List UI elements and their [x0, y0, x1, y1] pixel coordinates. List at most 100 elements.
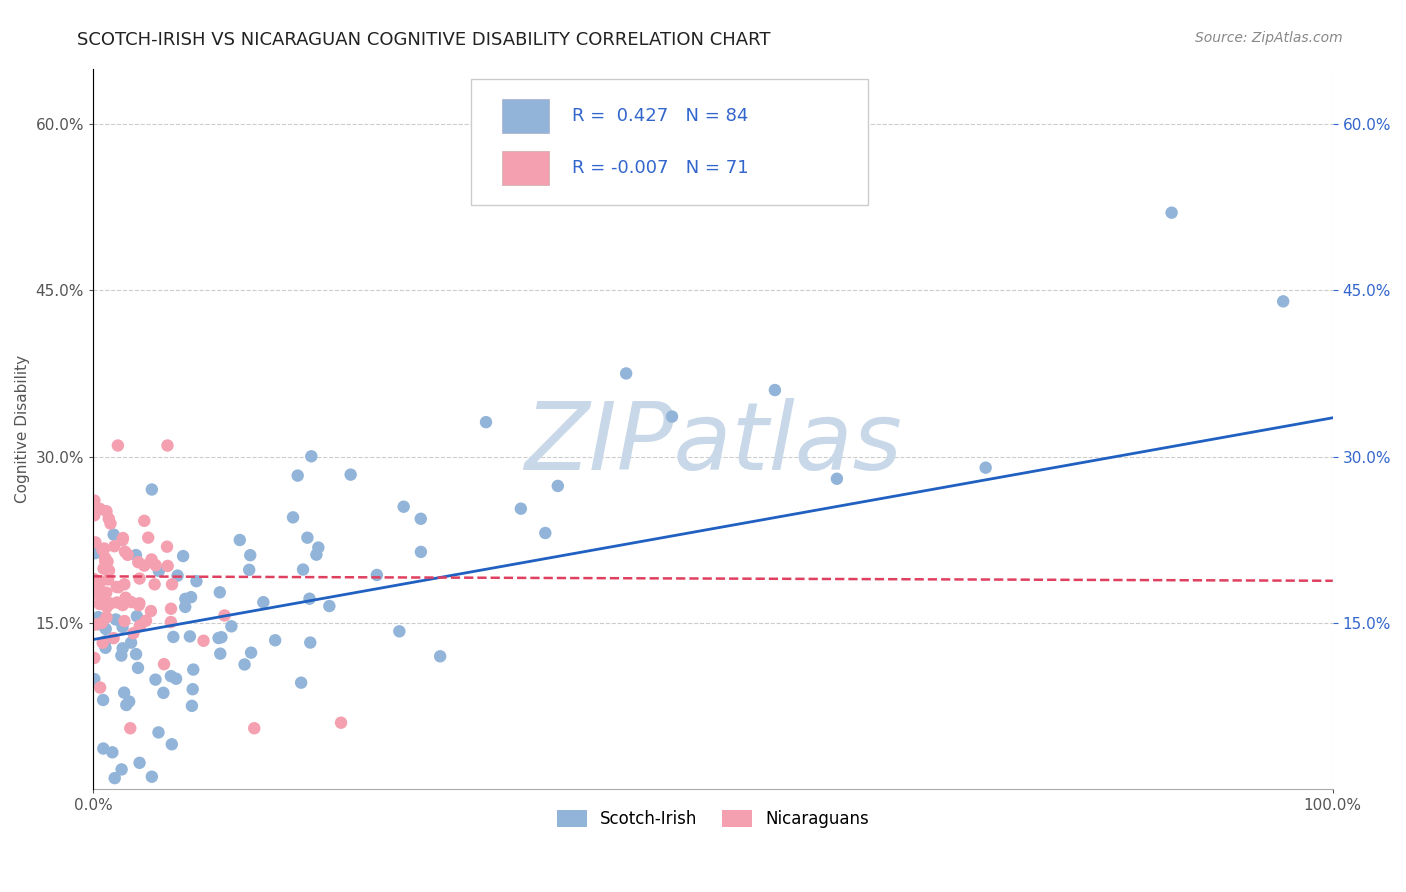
- Point: [209, 647, 232, 661]
- Point: [105, 580, 128, 594]
- Point: [112, 577, 135, 591]
- Point: [96, 600, 118, 615]
- Point: [299, 450, 322, 464]
- Point: [89, 611, 111, 625]
- Point: [96, 504, 118, 518]
- Point: [180, 590, 202, 604]
- Point: [94, 554, 117, 568]
- Point: [299, 635, 322, 649]
- Point: [89, 591, 111, 605]
- Point: [118, 694, 141, 708]
- Point: [89, 575, 111, 590]
- Point: [86, 575, 108, 590]
- Point: [209, 630, 232, 644]
- Point: [128, 572, 150, 586]
- Point: [84, 546, 107, 560]
- Point: [90, 593, 112, 607]
- Point: [614, 367, 637, 381]
- Point: [83, 580, 105, 594]
- Point: [91, 588, 114, 602]
- Point: [125, 548, 148, 562]
- Point: [1272, 294, 1295, 309]
- Point: [103, 527, 125, 541]
- Point: [110, 648, 132, 663]
- Point: [388, 624, 411, 639]
- FancyBboxPatch shape: [502, 151, 550, 186]
- Point: [89, 502, 111, 516]
- Point: [208, 585, 231, 599]
- Point: [83, 672, 105, 686]
- Point: [93, 541, 115, 556]
- Point: [145, 673, 167, 687]
- Point: [129, 619, 152, 633]
- Point: [240, 646, 263, 660]
- Point: [392, 500, 415, 514]
- Point: [172, 549, 194, 563]
- Point: [287, 468, 309, 483]
- Point: [186, 574, 208, 589]
- Point: [111, 641, 134, 656]
- Point: [122, 626, 145, 640]
- Point: [292, 563, 315, 577]
- Point: [330, 715, 353, 730]
- Text: Source: ZipAtlas.com: Source: ZipAtlas.com: [1195, 31, 1343, 45]
- Point: [180, 698, 202, 713]
- Text: R =  0.427   N = 84: R = 0.427 N = 84: [572, 107, 748, 125]
- Text: ZIPatlas: ZIPatlas: [524, 398, 901, 489]
- Point: [181, 663, 204, 677]
- Point: [366, 568, 388, 582]
- Point: [825, 472, 848, 486]
- Point: [160, 577, 183, 591]
- Point: [429, 649, 451, 664]
- Point: [89, 597, 111, 611]
- Point: [128, 756, 150, 770]
- Point: [290, 675, 312, 690]
- Point: [114, 545, 136, 559]
- Point: [83, 580, 105, 594]
- Point: [136, 531, 159, 545]
- Point: [509, 501, 531, 516]
- Point: [128, 619, 150, 633]
- Point: [111, 531, 134, 545]
- Point: [114, 614, 136, 628]
- Point: [160, 601, 183, 615]
- Point: [243, 721, 266, 735]
- Point: [83, 544, 105, 558]
- Point: [148, 725, 170, 739]
- Point: [98, 564, 121, 578]
- Point: [233, 657, 256, 672]
- Point: [207, 631, 229, 645]
- Point: [145, 558, 167, 573]
- Point: [94, 551, 117, 566]
- Point: [115, 698, 138, 712]
- Point: [339, 467, 361, 482]
- Point: [91, 693, 114, 707]
- Point: [114, 591, 136, 605]
- Point: [101, 745, 124, 759]
- Point: [94, 634, 117, 648]
- Point: [128, 596, 150, 610]
- Point: [84, 535, 107, 549]
- Point: [763, 383, 786, 397]
- Point: [156, 438, 179, 452]
- Point: [143, 577, 166, 591]
- Point: [84, 583, 107, 598]
- Point: [100, 516, 122, 531]
- Point: [104, 771, 127, 785]
- Legend: Scotch-Irish, Nicaraguans: Scotch-Irish, Nicaraguans: [550, 804, 876, 835]
- Y-axis label: Cognitive Disability: Cognitive Disability: [15, 355, 30, 503]
- Point: [103, 631, 125, 645]
- Point: [120, 721, 142, 735]
- FancyBboxPatch shape: [502, 99, 550, 134]
- Point: [162, 630, 184, 644]
- Point: [112, 685, 135, 699]
- Point: [547, 479, 569, 493]
- Point: [534, 526, 557, 541]
- Point: [86, 574, 108, 589]
- Point: [156, 540, 179, 554]
- Point: [174, 599, 197, 614]
- Point: [89, 681, 111, 695]
- Point: [193, 633, 215, 648]
- Point: [221, 619, 243, 633]
- Point: [141, 770, 163, 784]
